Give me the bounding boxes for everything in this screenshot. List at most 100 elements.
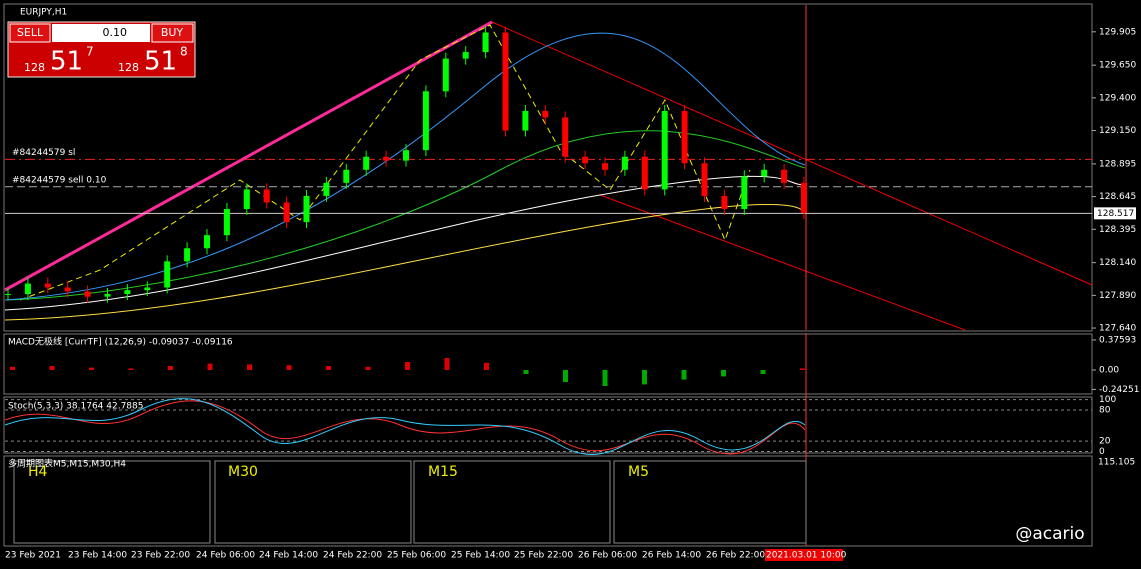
candle [641,156,648,190]
macd-bar [523,370,529,374]
y-tick-label: 128.895 [1099,159,1136,169]
price-label: 128.517 [1097,209,1134,219]
macd-bar [49,366,55,370]
y-tick-label: 80 [1099,405,1111,415]
stoch-label: Stoch(5,3,3) 38.1764 42.7885 [8,402,143,412]
time-label: 24 Feb 14:00 [259,551,318,561]
buy-button[interactable] [151,23,194,43]
bid-main: 51 [50,47,83,77]
macd-bar [760,370,766,374]
lot-input[interactable] [52,24,150,42]
candle [64,287,71,292]
macd-bar [365,366,371,370]
y-tick-label: 127.890 [1099,291,1136,301]
multi-price: 115.105 [1098,458,1135,468]
candle [701,163,708,196]
ma [4,32,806,301]
candle [741,176,748,210]
candle [602,163,608,170]
macd-bar [286,365,292,370]
macd-bar [721,370,726,377]
ask-big: 128 [118,61,139,74]
macd-bar [602,370,608,386]
candle [283,202,290,223]
sell-button[interactable] [9,23,51,43]
macd-bar [89,367,94,370]
channel-line [599,194,966,331]
y-tick-label: 129.400 [1099,93,1136,103]
y-tick-label: 0 [1099,447,1105,457]
macd-bar [444,358,450,370]
y-tick-label: -0.24251 [1099,385,1139,395]
buy-label: BUY [161,26,184,39]
zigzag [19,24,751,301]
candle [144,287,151,291]
y-tick-label: 0.00 [1099,366,1119,376]
candle [44,283,51,288]
time-highlight [765,549,843,561]
mini-chart [13,460,211,544]
mini-chart [613,460,807,544]
macd-bar [128,368,134,370]
ma [4,130,806,301]
candle [442,58,449,92]
macd-frame [3,333,1093,395]
channel-line [491,21,1093,286]
lot-value: 0.10 [103,26,128,39]
trendline [4,20,493,292]
candle [184,248,191,262]
macd-bar [168,366,173,370]
candle [721,195,728,210]
time-label: 26 Feb 14:00 [642,551,701,561]
y-tick-label: 20 [1099,437,1111,447]
symbol: EURJPY,H1 [20,8,67,18]
macd-bar [247,364,252,370]
order-label: #84244579 sl [12,148,75,158]
candle [801,182,807,213]
time-label: 2021.03.01 10:00 [766,551,847,561]
candle [422,91,429,151]
candle [363,156,370,170]
y-tick-label: 128.395 [1099,225,1136,235]
y-tick-label: 127.640 [1099,324,1136,334]
time-label: 24 Feb 06:00 [196,551,255,561]
candle [542,110,549,118]
candle [303,195,310,223]
candle [24,283,31,295]
y-tick-label: 129.650 [1099,61,1136,71]
candle [582,156,589,164]
stoch-line [4,398,806,456]
time-label: 23 Feb 22:00 [131,551,190,561]
candle [621,156,628,170]
macd-bar [681,370,687,380]
frame-label: H4 [28,464,48,480]
multi-frame [3,455,1093,547]
y-tick-label: 100 [1099,395,1116,405]
candle [164,261,171,288]
candle [482,32,489,53]
ma [4,175,806,311]
candle [761,169,768,177]
candle [502,32,509,131]
sell-label: SELL [17,26,44,39]
time-label: 25 Feb 06:00 [387,551,446,561]
frame-label: M5 [628,464,649,480]
watermark: @acario [1015,524,1084,544]
ma [4,204,806,321]
mini-chart [214,460,412,544]
candle [104,294,111,297]
stoch-frame [3,396,1093,454]
macd-bar [800,368,805,370]
multi-label: 多周期图表M5,M15,M30,H4 [8,458,126,470]
macd-bar [405,362,410,370]
candle [681,110,688,164]
candle [562,117,569,157]
main-frame [3,3,1093,332]
candle [243,189,250,210]
candle [403,150,409,161]
candle [204,235,210,249]
time-label: 24 Feb 22:00 [323,551,382,561]
macd-bar [563,370,568,382]
y-tick-label: 128.645 [1099,192,1136,202]
